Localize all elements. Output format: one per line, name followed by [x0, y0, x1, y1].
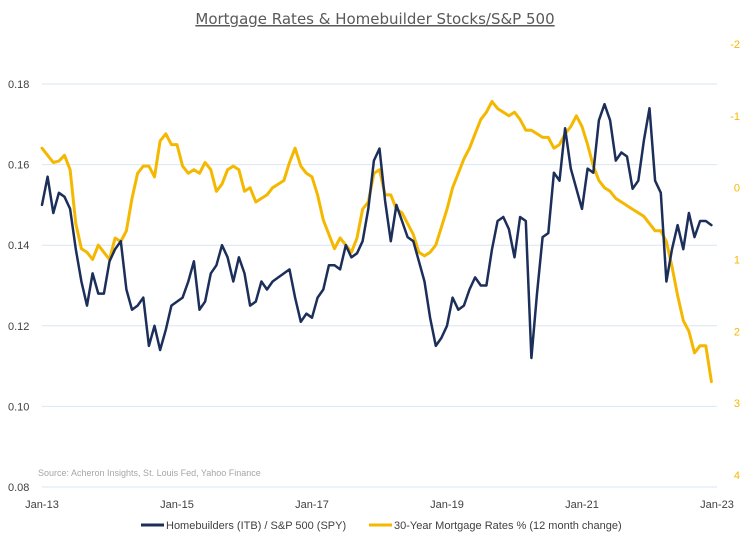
- x-tick-label: Jan-21: [565, 499, 599, 511]
- right-tick-label: 2: [734, 326, 740, 338]
- x-axis-ticks: Jan-13 Jan-15 Jan-17 Jan-19 Jan-21 Jan-23: [25, 499, 734, 511]
- legend-label-homebuilders: Homebuilders (ITB) / S&P 500 (SPY): [166, 520, 346, 532]
- mortgage-rates-series-line: [40, 100, 713, 384]
- x-tick-label: Jan-15: [160, 499, 194, 511]
- left-tick-label: 0.12: [8, 321, 29, 333]
- source-note: Source: Acheron Insights, St. Louis Fed,…: [38, 468, 261, 478]
- left-tick-label: 0.08: [8, 482, 29, 494]
- left-tick-label: 0.16: [8, 160, 29, 172]
- right-tick-label: -2: [730, 39, 740, 51]
- left-tick-label: 0.14: [8, 240, 29, 252]
- right-tick-label: -1: [730, 111, 740, 123]
- left-axis-ticks: 0.08 0.10 0.12 0.14 0.16 0.18: [8, 79, 29, 494]
- legend: Homebuilders (ITB) / S&P 500 (SPY) 30-Ye…: [141, 520, 622, 532]
- chart-title: Mortgage Rates & Homebuilder Stocks/S&P …: [195, 10, 554, 28]
- right-axis-ticks: -2 -1 0 1 2 3 4: [730, 39, 740, 482]
- right-tick-label: 4: [734, 470, 740, 482]
- x-tick-label: Jan-17: [295, 499, 329, 511]
- x-tick-label: Jan-13: [25, 499, 59, 511]
- right-tick-label: 0: [734, 183, 740, 195]
- left-tick-label: 0.10: [8, 401, 29, 413]
- x-tick-label: Jan-19: [430, 499, 464, 511]
- left-tick-label: 0.18: [8, 79, 29, 91]
- x-tick-label: Jan-23: [700, 499, 734, 511]
- right-tick-label: 1: [734, 255, 740, 267]
- right-tick-label: 3: [734, 398, 740, 410]
- series-layer: [40, 100, 713, 384]
- legend-label-mortgage-rates: 30-Year Mortgage Rates % (12 month chang…: [394, 520, 622, 532]
- homebuilders-series-line: [40, 102, 713, 360]
- grid-lines: [42, 83, 717, 488]
